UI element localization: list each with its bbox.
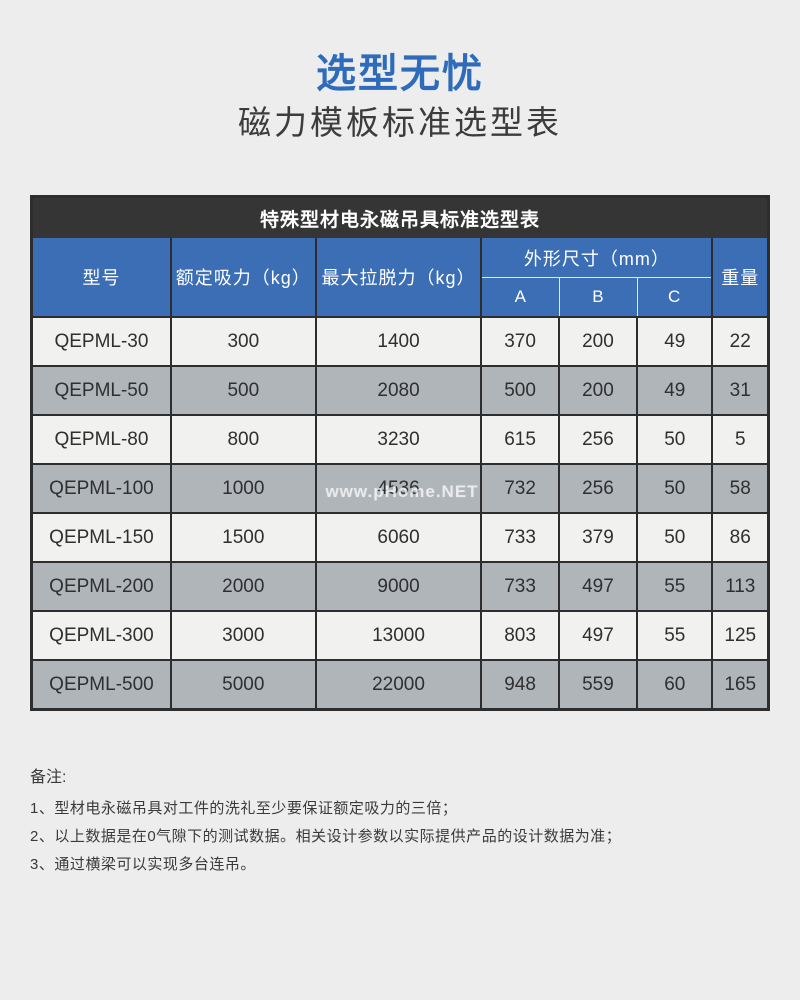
- cell-dim-c: 49: [636, 367, 711, 415]
- cell-model: QEPML-100: [49, 477, 154, 499]
- cell-dim-c: 49: [636, 318, 711, 366]
- cell-rated: 500: [169, 367, 315, 415]
- cell-pull: 3230: [314, 416, 481, 464]
- header-dimensions: 外形尺寸（mm）: [482, 238, 712, 279]
- header-max-pull-off: 最大拉脱力（kg）: [314, 238, 481, 317]
- cell-rated: 5000: [169, 661, 315, 709]
- cell-pull: 2080: [314, 367, 481, 415]
- table-row: QEPML-80 800 3230 615 256 50 5: [33, 414, 767, 464]
- cell-model: QEPML-300: [49, 624, 154, 646]
- header-dim-c: C: [636, 278, 712, 317]
- header-dim-a: A: [514, 287, 527, 307]
- page-titles: 选型无忧 磁力模板标准选型表: [0, 0, 800, 141]
- cell-dim-a: 733: [480, 514, 557, 562]
- cell-model: QEPML-80: [54, 428, 149, 450]
- header-dimensions-subrow: A B C: [482, 278, 712, 317]
- header-weight: 重量: [711, 238, 766, 317]
- table-row: QEPML-30 300 1400 370 200 49 22: [33, 316, 767, 366]
- cell-dim-c: 50: [636, 514, 711, 562]
- cell-dim-a: 500: [480, 367, 557, 415]
- notes-label: 备注:: [30, 769, 67, 787]
- cell-dim-b: 379: [557, 514, 636, 562]
- table-row: QEPML-150 1500 6060 733 379 50 86: [33, 512, 767, 562]
- cell-weight: 31: [711, 367, 766, 415]
- cell-dim-c: 55: [636, 563, 711, 611]
- cell-weight: 125: [711, 612, 766, 660]
- cell-dim-a: 803: [480, 612, 557, 660]
- cell-pull: 9000: [314, 563, 481, 611]
- cell-weight: 86: [711, 514, 766, 562]
- note-item-3: 3、通过横梁可以实现多台连吊。: [30, 856, 256, 874]
- cell-dim-a: 948: [480, 661, 557, 709]
- table-row: QEPML-200 2000 9000 733 497 55 113: [33, 561, 767, 611]
- page-title: 磁力模板标准选型表: [238, 104, 562, 141]
- table-header-row: 型号 额定吸力（kg） 最大拉脱力（kg） 外形尺寸（mm） A B C 重量: [33, 238, 767, 317]
- cell-rated: 3000: [169, 612, 315, 660]
- cell-dim-b: 200: [557, 367, 636, 415]
- cell-model: QEPML-150: [49, 526, 154, 548]
- cell-pull: 1400: [314, 318, 481, 366]
- cell-rated: 800: [169, 416, 315, 464]
- cell-model: QEPML-30: [54, 330, 149, 352]
- header-rated-suction: 额定吸力（kg）: [169, 238, 315, 317]
- note-item-2: 2、以上数据是在0气隙下的测试数据。相关设计参数以实际提供产品的设计数据为准；: [30, 828, 622, 846]
- page-title-accent: 选型无忧: [316, 52, 484, 96]
- cell-dim-b: 200: [557, 318, 636, 366]
- table-row: QEPML-100 1000 4536 732 256 50 58: [33, 463, 767, 513]
- header-dim-b: B: [559, 278, 637, 317]
- cell-dim-c: 60: [636, 661, 711, 709]
- cell-weight: 113: [711, 563, 766, 611]
- cell-pull: 13000: [314, 612, 481, 660]
- table-row: QEPML-300 3000 13000 803 497 55 125: [33, 610, 767, 660]
- table-row: QEPML-50 500 2080 500 200 49 31: [33, 365, 767, 415]
- cell-rated: 300: [169, 318, 315, 366]
- table-row: QEPML-500 5000 22000 948 559 60 165: [33, 659, 767, 709]
- cell-pull: 22000: [314, 661, 481, 709]
- cell-model: QEPML-200: [49, 575, 154, 597]
- cell-rated: 1000: [169, 465, 315, 513]
- cell-weight: 58: [711, 465, 766, 513]
- cell-model: QEPML-500: [49, 673, 154, 695]
- table-body: QEPML-30 300 1400 370 200 49 22 QEPML-50…: [33, 316, 767, 709]
- cell-rated: 2000: [169, 563, 315, 611]
- cell-rated: 1500: [169, 514, 315, 562]
- cell-dim-a: 732: [480, 465, 557, 513]
- cell-model: QEPML-50: [54, 379, 149, 401]
- cell-weight: 165: [711, 661, 766, 709]
- cell-dim-a: 370: [480, 318, 557, 366]
- cell-dim-b: 497: [557, 612, 636, 660]
- cell-weight: 5: [711, 416, 766, 464]
- cell-dim-c: 50: [636, 416, 711, 464]
- cell-pull: 6060: [314, 514, 481, 562]
- header-dimensions-group: 外形尺寸（mm） A B C: [480, 238, 712, 317]
- note-item-1: 1、型材电永磁吊具对工件的洗礼至少要保证额定吸力的三倍；: [30, 800, 458, 818]
- cell-dim-b: 256: [557, 416, 636, 464]
- cell-weight: 22: [711, 318, 766, 366]
- cell-dim-a: 733: [480, 563, 557, 611]
- notes-section: 备注: 1、型材电永磁吊具对工件的洗礼至少要保证额定吸力的三倍； 2、以上数据是…: [30, 763, 770, 879]
- cell-dim-a: 615: [480, 416, 557, 464]
- cell-pull: 4536: [314, 465, 481, 513]
- cell-dim-b: 497: [557, 563, 636, 611]
- cell-dim-c: 50: [636, 465, 711, 513]
- table-caption: 特殊型材电永磁吊具标准选型表: [33, 198, 767, 239]
- cell-dim-b: 256: [557, 465, 636, 513]
- cell-dim-b: 559: [557, 661, 636, 709]
- selection-table: 特殊型材电永磁吊具标准选型表 型号 额定吸力（kg） 最大拉脱力（kg） 外形尺…: [30, 195, 770, 712]
- cell-dim-c: 55: [636, 612, 711, 660]
- header-model: 型号: [82, 268, 121, 289]
